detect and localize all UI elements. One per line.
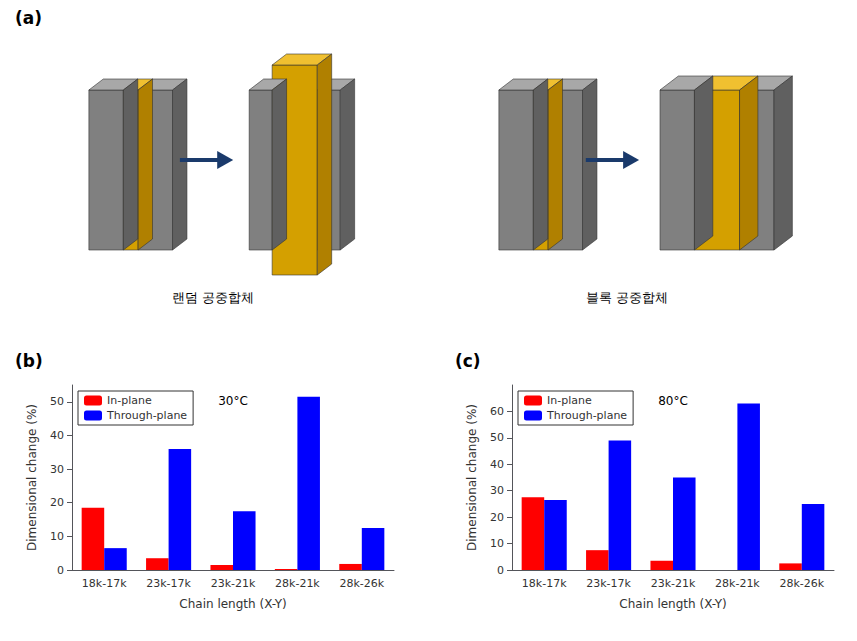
- svg-text:Through-plane: Through-plane: [546, 409, 627, 422]
- svg-text:(b): (b): [15, 351, 43, 371]
- svg-text:28k-26k: 28k-26k: [339, 577, 384, 590]
- svg-text:블록 공중합체: 블록 공중합체: [586, 290, 668, 305]
- svg-text:0: 0: [497, 564, 504, 577]
- svg-text:Through-plane: Through-plane: [106, 409, 187, 422]
- svg-text:In-plane: In-plane: [107, 394, 152, 407]
- svg-text:23k-21k: 23k-21k: [651, 577, 696, 590]
- svg-text:20: 20: [50, 496, 64, 509]
- svg-text:18k-17k: 18k-17k: [522, 577, 567, 590]
- svg-text:10: 10: [50, 530, 64, 543]
- svg-text:60: 60: [490, 405, 504, 418]
- svg-text:랜덤 공중합체: 랜덤 공중합체: [172, 290, 254, 305]
- svg-text:30: 30: [490, 484, 504, 497]
- svg-text:23k-17k: 23k-17k: [146, 577, 191, 590]
- svg-text:50: 50: [490, 431, 504, 444]
- svg-text:40: 40: [490, 458, 504, 471]
- svg-text:28k-21k: 28k-21k: [275, 577, 320, 590]
- svg-text:Dimensional change (%): Dimensional change (%): [465, 404, 479, 551]
- svg-text:50: 50: [50, 395, 64, 408]
- svg-text:23k-17k: 23k-17k: [586, 577, 631, 590]
- svg-text:Chain length (X-Y): Chain length (X-Y): [179, 597, 286, 611]
- svg-text:10: 10: [490, 537, 504, 550]
- svg-text:Dimensional change (%): Dimensional change (%): [25, 404, 39, 551]
- svg-text:28k-26k: 28k-26k: [779, 577, 824, 590]
- svg-text:In-plane: In-plane: [547, 394, 592, 407]
- svg-text:(a): (a): [15, 8, 42, 28]
- svg-text:(c): (c): [455, 351, 481, 371]
- svg-text:30°C: 30°C: [218, 394, 248, 408]
- svg-text:40: 40: [50, 429, 64, 442]
- svg-text:28k-21k: 28k-21k: [715, 577, 760, 590]
- svg-text:0: 0: [57, 564, 64, 577]
- svg-text:23k-21k: 23k-21k: [211, 577, 256, 590]
- svg-text:20: 20: [490, 511, 504, 524]
- svg-text:80°C: 80°C: [658, 394, 688, 408]
- svg-text:18k-17k: 18k-17k: [82, 577, 127, 590]
- svg-text:Chain length (X-Y): Chain length (X-Y): [619, 597, 726, 611]
- svg-text:30: 30: [50, 463, 64, 476]
